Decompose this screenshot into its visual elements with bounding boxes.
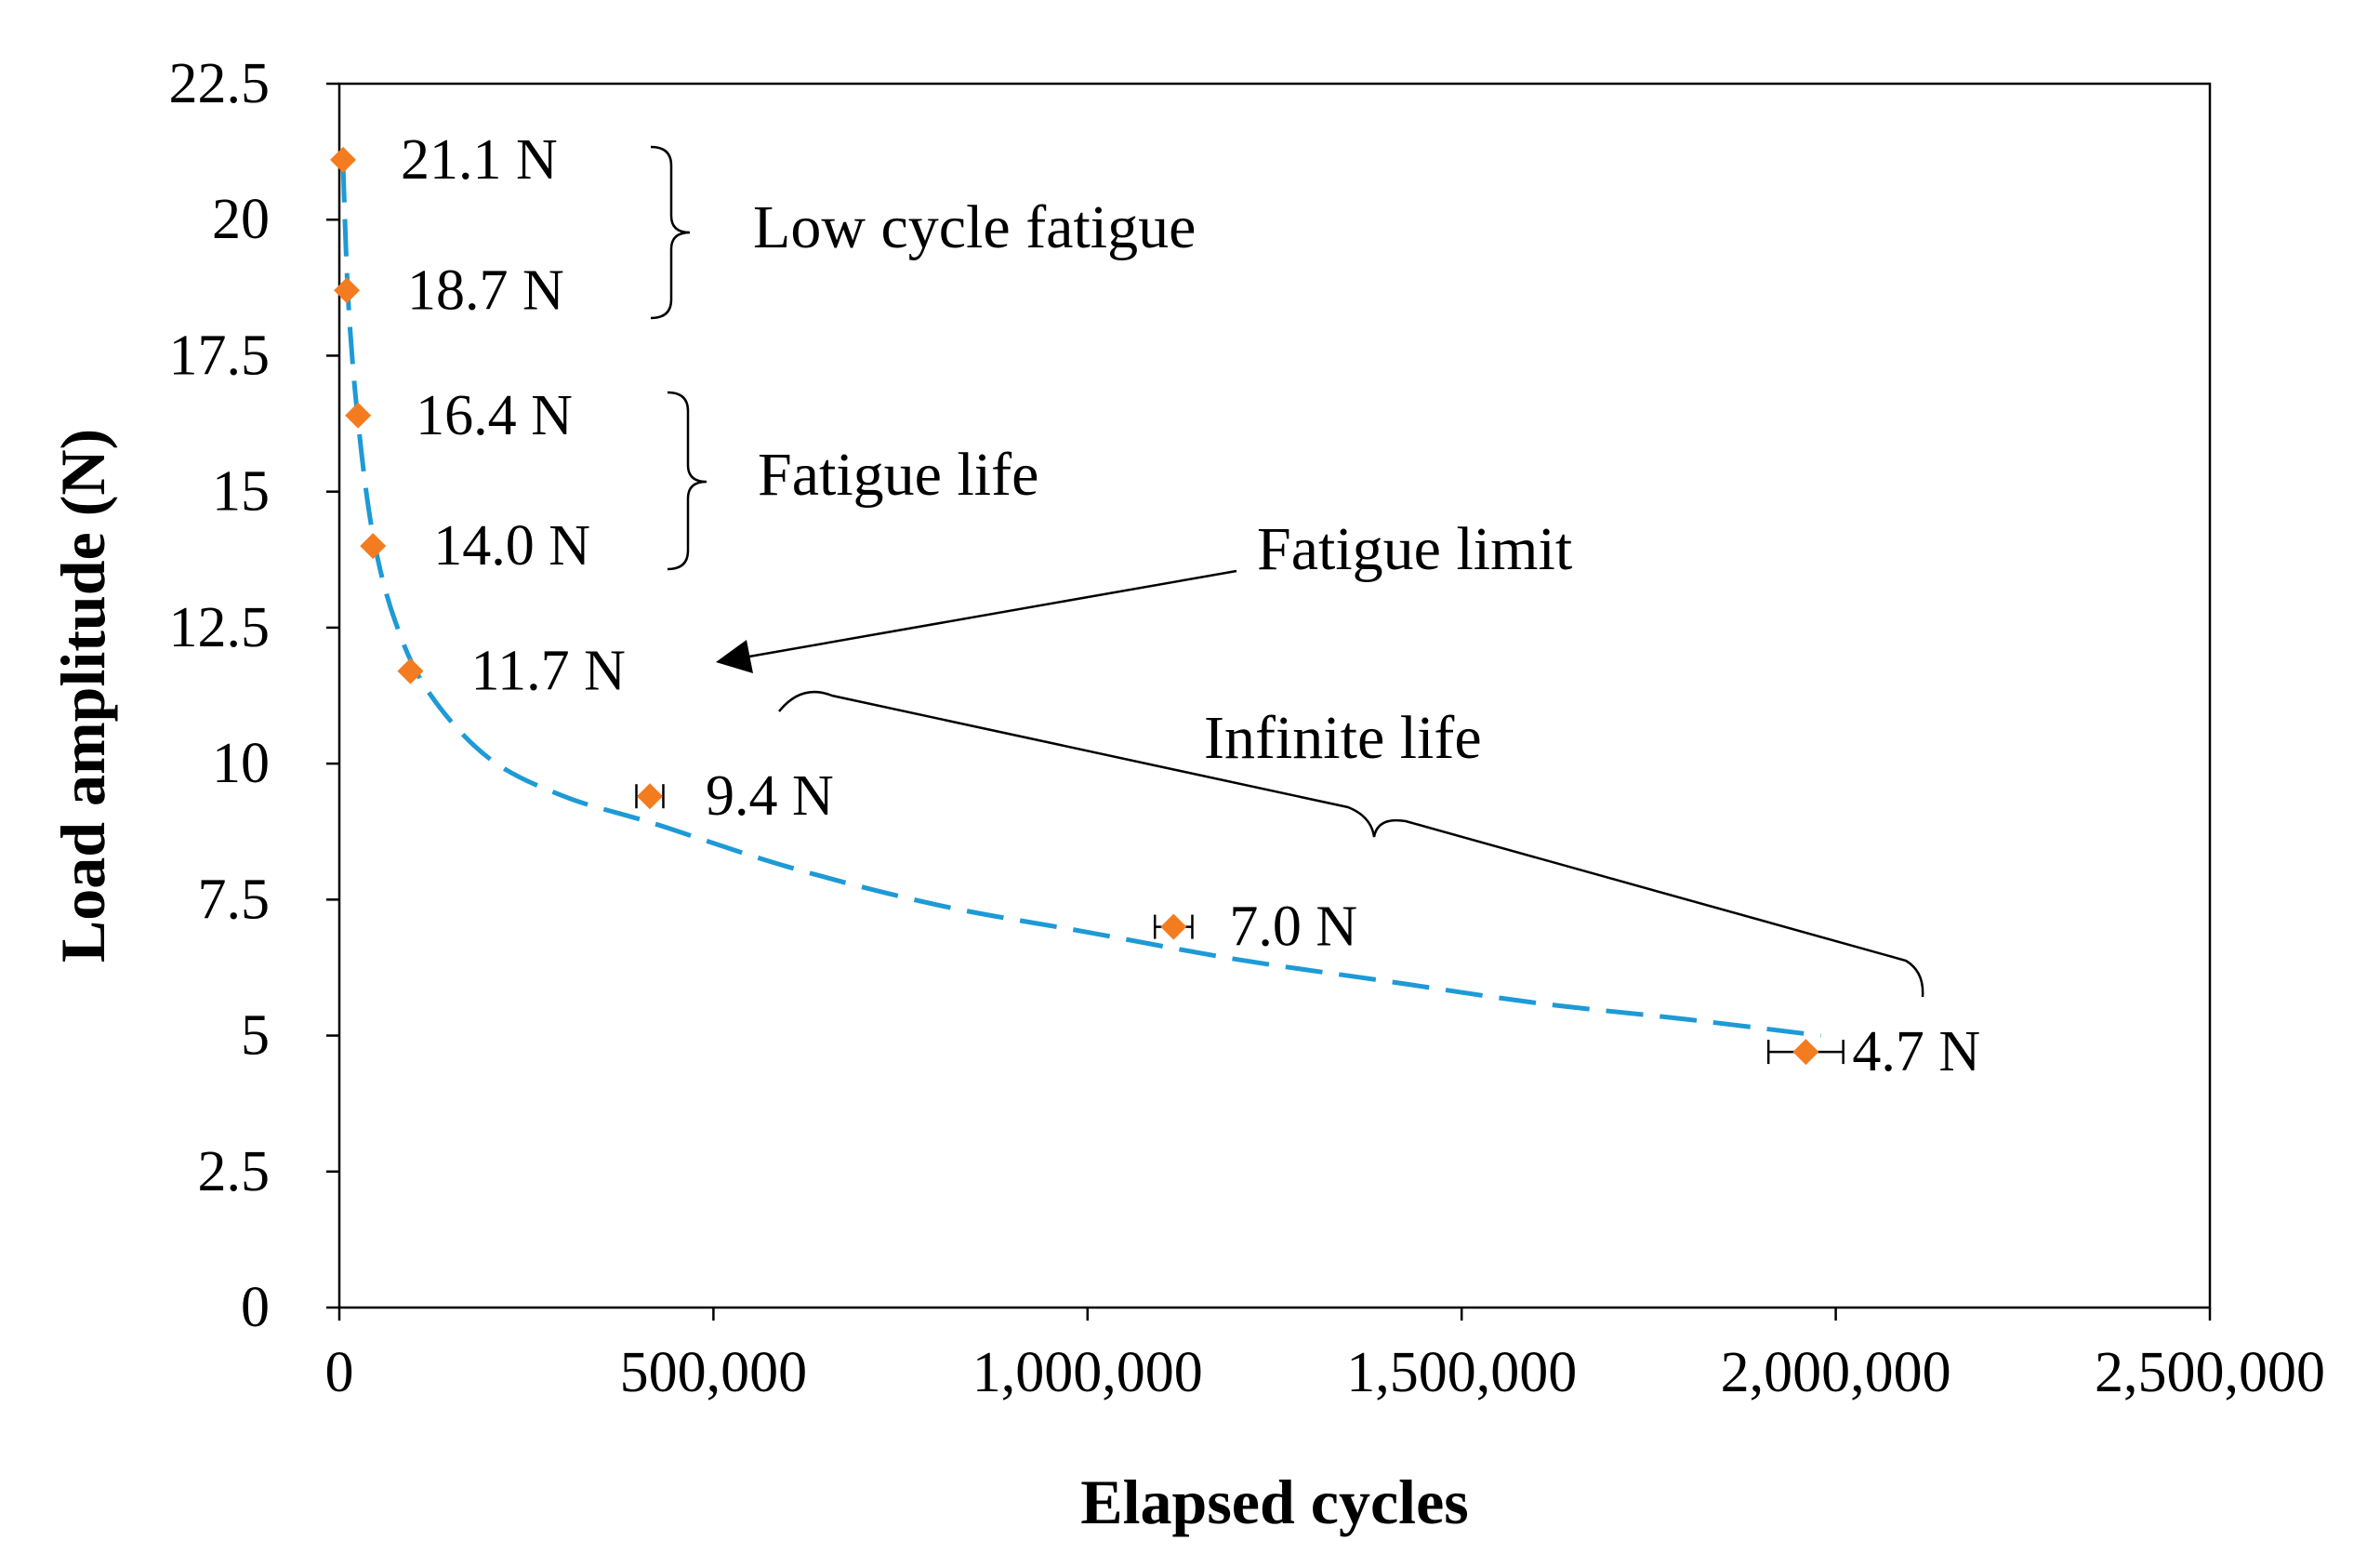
fatigue-limit-arrow [743,569,1237,659]
x-tick-label: 2,500,000 [2095,1341,2325,1404]
infinite-life-label: Infinite life [1204,704,1482,772]
fatigue-limit-label: Fatigue limit [1257,515,1572,583]
y-tick-label: 7.5 [198,868,271,931]
data-point-label: 4.7 N [1852,1020,1980,1083]
trend-layer [340,165,1821,1039]
y-tick-label: 12.5 [169,596,271,659]
data-labels: 21.1 N 18.7 N 16.4 N 14.0 N 11.7 N 9.4 N 7.0 N… [401,128,1980,1083]
data-point-label: 7.0 N [1229,896,1357,959]
data-points [330,146,1819,1066]
y-tick-label: 22.5 [169,52,271,115]
data-point-label: 18.7 N [407,259,564,322]
y-tick-label: 20 [212,188,270,251]
data-point [360,533,387,560]
x-tick-label: 0 [325,1341,354,1404]
y-tick-label: 17.5 [169,324,271,387]
y-tick-label: 0 [241,1276,270,1339]
annotations: Low cycle fatigue Fatigue life Fatigue l… [650,145,1924,998]
fatigue-life-brace [667,391,707,571]
data-point-label: 9.4 N [706,764,834,828]
plot-area [337,82,2212,1309]
x-tick-label: 2,000,000 [1721,1341,1951,1404]
data-point [1792,1039,1819,1066]
data-point [397,657,424,684]
data-point [334,277,361,304]
y-tick-label: 15 [212,460,270,524]
data-point [636,783,663,810]
data-point-label: 16.4 N [416,384,573,447]
infinite-life-brace [778,690,1924,998]
data-point-label: 21.1 N [401,128,558,192]
x-axis-ticks: 0 500,000 1,000,000 1,500,000 2,000,000 2,500… [325,1308,2325,1404]
data-point-label: 11.7 N [470,640,625,703]
x-tick-label: 500,000 [620,1341,808,1404]
data-point [345,402,372,429]
y-tick-label: 5 [241,1004,270,1068]
fatigue-life-label: Fatigue life [758,441,1038,509]
x-axis-title: Elapsed cycles [1080,1467,1468,1537]
data-point [330,146,357,173]
x-tick-label: 1,500,000 [1346,1341,1577,1404]
fatigue-limit-arrowhead [716,640,753,673]
low-cycle-fatigue-label: Low cycle fatigue [753,193,1196,261]
data-point [1160,913,1187,940]
x-tick-label: 1,000,000 [972,1341,1203,1404]
y-axis-title: Load amplitude (N) [47,429,118,963]
low-cycle-fatigue-brace [650,145,691,320]
trend-line [340,165,1821,1039]
y-axis-ticks: 0 2.5 5 7.5 10 12.5 15 17.5 20 22.5 [169,52,339,1339]
y-tick-label: 2.5 [198,1140,271,1203]
y-tick-label: 10 [212,732,270,795]
data-point-label: 14.0 N [433,514,590,578]
